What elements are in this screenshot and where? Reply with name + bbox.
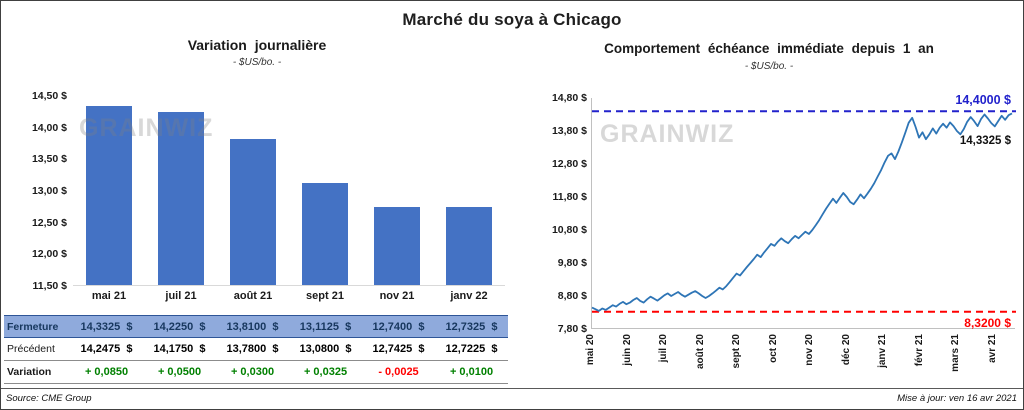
line-chart-svg xyxy=(591,110,1016,313)
line-y-tick-label: 9,80 $ xyxy=(557,257,587,269)
bar-y-tick-label: 14,00 $ xyxy=(31,121,67,134)
line-x-tick-label: mars 21 xyxy=(950,334,962,372)
bar-chart-categories: mai 21 juil 21 août 21 sept 21 nov 21 janv 22 xyxy=(73,290,505,306)
table-cell: + 0,0500 xyxy=(157,366,202,378)
footer: Source: CME Group Mise à jour: ven 16 av… xyxy=(1,388,1023,409)
table-cell: 13,1125 $ xyxy=(299,320,352,333)
table-cell: + 0,0850 xyxy=(84,366,129,378)
bar-column xyxy=(145,96,217,285)
price-table: Fermeture 14,3325 $ 14,2250 $ 13,8100 $ 13,1… xyxy=(4,315,508,384)
line-y-tick-label: 14,80 $ xyxy=(551,92,587,104)
line-x-tick-label: janv 21 xyxy=(877,334,889,368)
table-cell: 12,7425 $ xyxy=(372,343,425,355)
bar xyxy=(446,206,492,285)
bar-column xyxy=(73,96,145,285)
table-cell: 14,3325 $ xyxy=(80,320,133,333)
line-chart-subtitle: - $US/bo. - xyxy=(744,61,794,72)
bar-category-label: août 21 xyxy=(233,290,273,302)
table-cell: + 0,0100 xyxy=(449,366,494,378)
bar xyxy=(374,206,420,285)
high-ref-label: 14,4000 $ xyxy=(955,93,1011,108)
line-chart-plot: GRAINWIZ 14,4000 $ 14,3325 $ 8,3200 $ xyxy=(591,93,1016,330)
table-cell: 13,8100 $ xyxy=(226,320,279,333)
bar-y-tick-label: 11,50 $ xyxy=(32,280,67,292)
table-cell: 14,2475 $ xyxy=(80,343,133,355)
table-cell: 12,7225 $ xyxy=(445,343,498,355)
line-x-tick-label: avr 21 xyxy=(986,334,998,363)
line-x-tick-label: juil 20 xyxy=(658,334,669,363)
bar-chart-y-axis: 14,50 $ 14,00 $ 13,50 $ 13,00 $ 12,50 $ 12,00… xyxy=(15,90,67,292)
table-cell: - 0,0025 xyxy=(378,366,419,378)
line-chart-title: Comportement échéance immédiate depuis 1… xyxy=(604,41,934,56)
line-chart-x-axis: mai 20 juin 20 juil 20 août 20 sept 20 oct 20… xyxy=(585,331,1015,387)
bar xyxy=(230,138,276,285)
bar-y-tick-label: 12,50 $ xyxy=(31,216,67,229)
line-x-tick-label: nov 20 xyxy=(804,334,816,366)
bar-column xyxy=(289,96,361,285)
row-label: Précédent xyxy=(7,343,55,355)
line-y-tick-label: 7,80 $ xyxy=(557,323,587,335)
line-x-tick-label: déc 20 xyxy=(840,334,852,366)
bar-column xyxy=(361,96,433,285)
bar-category-label: sept 21 xyxy=(306,290,344,302)
bar-y-tick-label: 13,00 $ xyxy=(31,185,67,197)
line-y-tick-label: 10,80 $ xyxy=(551,224,587,236)
row-label: Fermeture xyxy=(7,320,59,333)
front-month-panel: Comportement échéance immédiate depuis 1… xyxy=(513,29,1023,391)
row-label: Variation xyxy=(7,366,52,378)
table-cell: 13,0800 $ xyxy=(299,343,352,355)
bar-y-tick-label: 14,50 $ xyxy=(31,90,67,102)
line-x-tick-label: mai 20 xyxy=(585,334,596,366)
bar-column xyxy=(217,96,289,285)
line-x-tick-label: août 20 xyxy=(694,334,706,370)
table-cell: + 0,0325 xyxy=(303,366,348,378)
bar-chart-title: Variation journalière xyxy=(187,37,327,53)
table-row-precedent: Précédent 14,2475 $ 14,1750 $ 13,7800 $ 13,0… xyxy=(4,338,508,361)
bar-column xyxy=(433,96,505,285)
low-ref-label: 8,3200 $ xyxy=(964,315,1011,330)
line-x-tick-label: oct 20 xyxy=(767,334,779,363)
bar xyxy=(302,182,348,285)
table-row-variation: Variation + 0,0850 + 0,0500 + 0,0300 + 0,032… xyxy=(4,361,508,384)
source-note: Source: CME Group xyxy=(6,393,92,404)
update-note: Mise à jour: ven 16 avr 2021 xyxy=(897,393,1017,404)
bar-chart-subtitle: - $US/bo. - xyxy=(232,57,282,68)
line-y-tick-label: 13,80 $ xyxy=(551,125,587,137)
table-cell: 12,7400 $ xyxy=(372,320,425,333)
bar-category-label: juil 21 xyxy=(165,290,197,302)
table-cell: 14,2250 $ xyxy=(153,320,206,333)
bar xyxy=(158,112,204,285)
line-chart-y-axis: 14,80 $ 13,80 $ 12,80 $ 11,80 $ 10,80 $ 9,80 … xyxy=(531,92,587,335)
line-y-tick-label: 11,80 $ xyxy=(552,191,587,203)
bar-category-label: nov 21 xyxy=(379,290,415,302)
line-y-tick-label: 12,80 $ xyxy=(551,158,587,170)
bar-category-label: mai 21 xyxy=(91,290,127,302)
daily-variation-panel: Variation journalière - $US/bo. - 14,50 … xyxy=(1,29,513,391)
price-series-line xyxy=(591,112,1013,312)
line-x-tick-label: sept 20 xyxy=(731,334,743,369)
table-cell: 13,7800 $ xyxy=(226,343,279,355)
bar-chart-plot: GRAINWIZ xyxy=(73,96,505,286)
line-x-tick-label: juin 20 xyxy=(621,334,633,366)
line-x-tick-label: févr 21 xyxy=(913,334,925,367)
bar xyxy=(86,105,132,285)
bar-y-tick-label: 13,50 $ xyxy=(31,153,67,166)
bar-y-tick-label: 12,00 $ xyxy=(31,248,67,261)
page-title: Marché du soya à Chicago xyxy=(402,10,622,29)
table-cell: 12,7325 $ xyxy=(445,320,498,333)
bar-category-label: janv 22 xyxy=(450,290,488,302)
table-cell: 14,1750 $ xyxy=(153,343,206,355)
last-price-label: 14,3325 $ xyxy=(959,135,1011,148)
table-row-fermeture: Fermeture 14,3325 $ 14,2250 $ 13,8100 $ 13,1… xyxy=(4,315,508,338)
line-y-tick-label: 8,80 $ xyxy=(557,290,587,302)
table-cell: + 0,0300 xyxy=(230,366,275,378)
